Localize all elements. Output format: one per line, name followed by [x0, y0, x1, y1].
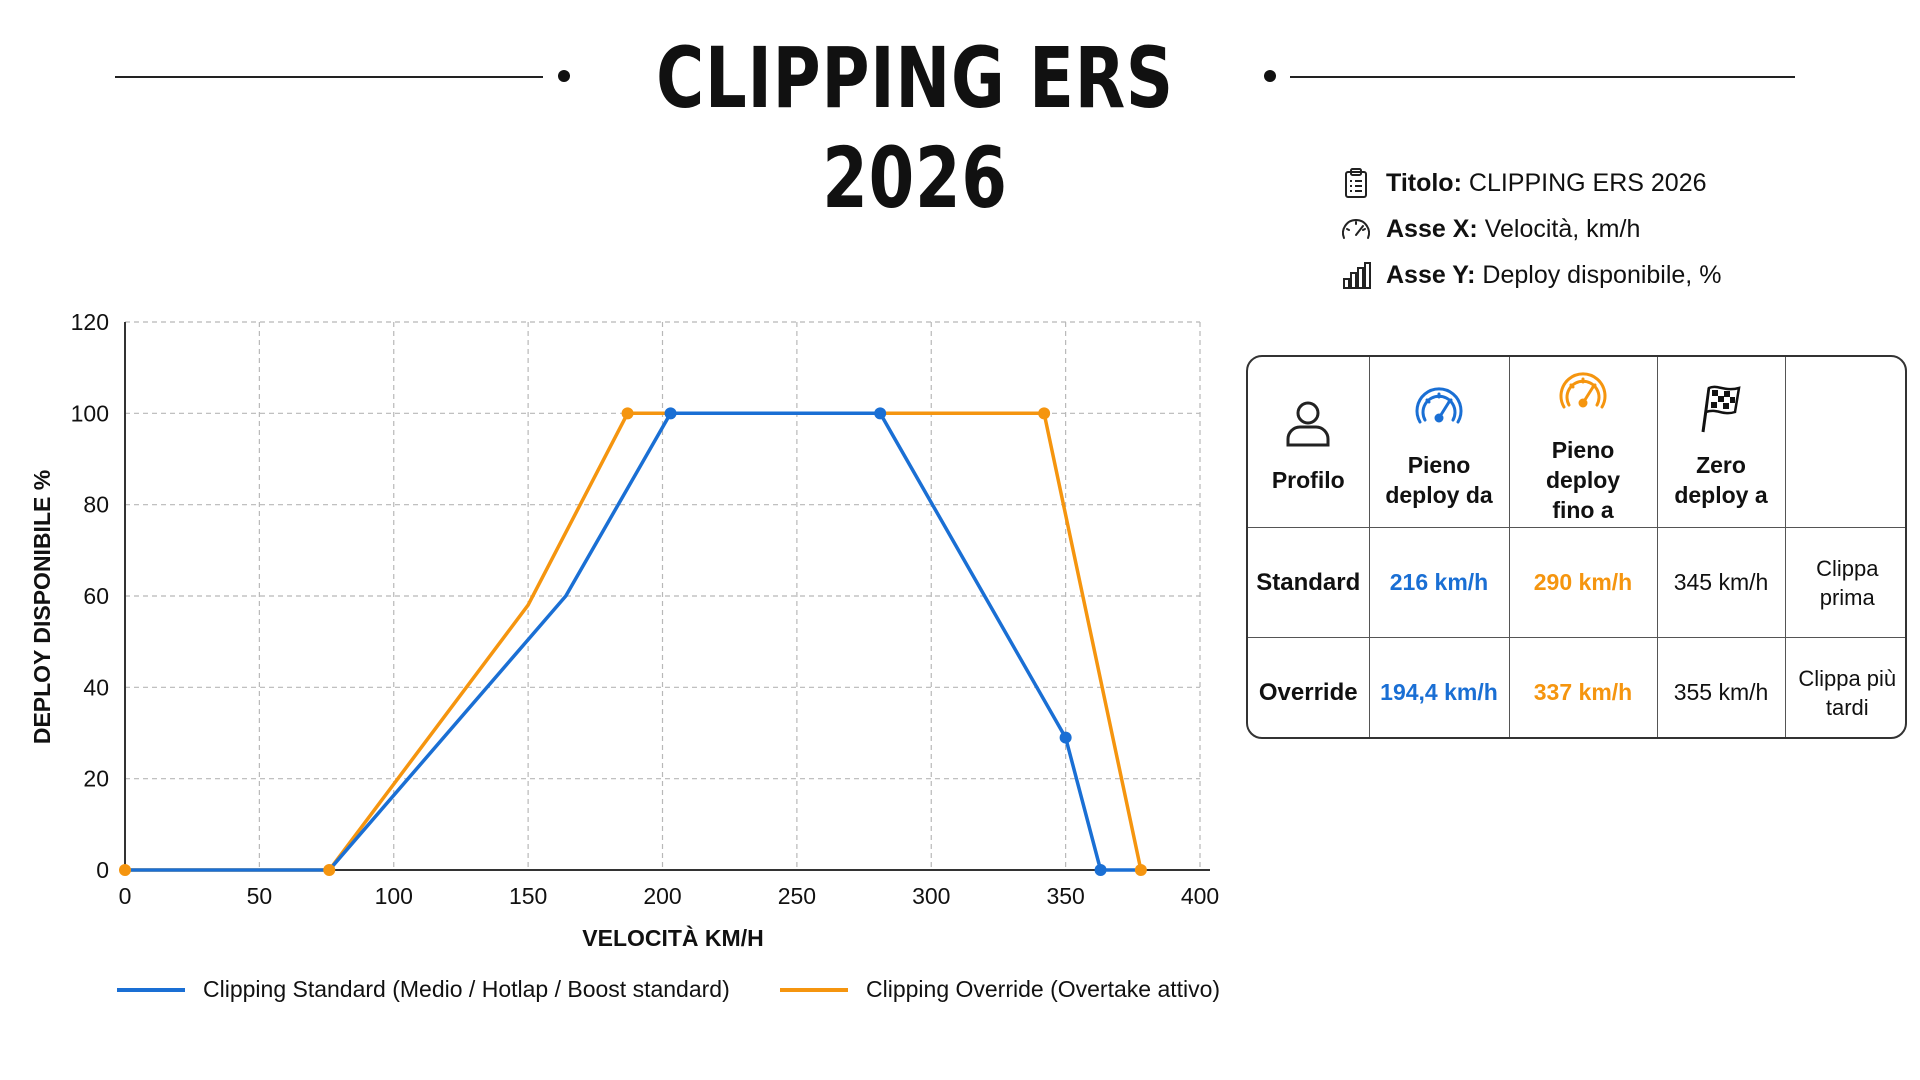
x-tick-label: 300 [912, 883, 950, 909]
meta-x-row: Asse X: Velocità, km/h [1340, 206, 1900, 252]
legend-swatch-standard [117, 987, 185, 992]
line-chart: 0 50 100 150 200 250 300 350 400020406080100120 … [29, 309, 1220, 950]
data-point-override [119, 864, 131, 876]
chart-grid [124, 321, 1201, 871]
meta-x-value: Velocità, km/h [1484, 214, 1641, 243]
y-axis-label: DEPLOY DISPONIBILE % [29, 470, 55, 744]
legend-item-standard: Clipping Standard (Medio / Hotlap / Boos… [117, 976, 730, 1003]
x-axis-label: VELOCITÀ KM/H [582, 924, 763, 950]
table-header-row: Profilo Pieno deploy da Pieno deploy f [1248, 357, 1905, 528]
title-dot-right [1264, 70, 1276, 82]
title-bar: CLIPPING ERS 2026 [0, 28, 1920, 227]
row-from-override: 194,4 km/h [1368, 637, 1510, 737]
title-rule-left [115, 76, 543, 78]
y-tick-label: 100 [71, 400, 109, 426]
y-tick-label: 40 [83, 674, 109, 700]
bar-chart-icon [1343, 262, 1371, 289]
x-tick-label: 350 [1046, 883, 1084, 909]
data-point-standard [664, 407, 677, 420]
data-point-override [1134, 864, 1147, 876]
chart-legend: Clipping Standard (Medio / Hotlap / Boos… [0, 976, 1250, 1016]
meta-x-key: Asse X: [1386, 214, 1478, 243]
data-point-standard [874, 407, 887, 420]
header-full-from: Pieno deploy da [1368, 357, 1510, 528]
series-line-standard [125, 411, 1147, 872]
legend-item-override: Clipping Override (Overtake attivo) [780, 976, 1220, 1003]
row-zero-override: 355 km/h [1656, 637, 1786, 737]
page-title: CLIPPING ERS 2026 [656, 29, 1174, 227]
gauge-icon [1342, 219, 1370, 239]
row-note-standard: Clippa prima [1784, 527, 1905, 638]
chart-axes: 0 50 100 150 200 250 300 350 400 0 20 40 60 80 100 120 [71, 309, 1220, 909]
title-dot-left [558, 70, 570, 82]
row-note-override: Clippa più tardi [1784, 637, 1905, 737]
y-tick-label: 120 [71, 309, 109, 335]
x-tick-label: 150 [509, 883, 547, 909]
legend-label-override: Clipping Override (Overtake attivo) [866, 976, 1221, 1002]
legend-swatch-override [780, 987, 848, 992]
speedometer-icon [1415, 387, 1463, 424]
row-to-standard: 290 km/h [1508, 527, 1658, 638]
meta-y-key: Asse Y: [1386, 260, 1476, 289]
data-point-override [323, 864, 336, 876]
chart-series [119, 407, 1147, 876]
profiles-table: Profilo Pieno deploy da Pieno deploy f [1246, 355, 1907, 739]
meta-title-row: Titolo: CLIPPING ERS 2026 [1340, 160, 1900, 206]
row-profile-override: Override [1248, 637, 1370, 737]
table-row: Standard 216 km/h 290 km/h 345 km/h Clip… [1248, 527, 1905, 638]
x-tick-label: 400 [1181, 883, 1219, 909]
data-point-override [621, 407, 634, 420]
y-tick-label: 80 [83, 492, 109, 518]
x-tick-label: 200 [643, 883, 681, 909]
title-rule-right [1290, 76, 1795, 78]
header-note [1784, 357, 1905, 528]
chart-meta: Titolo: CLIPPING ERS 2026 Asse X: Veloci… [1340, 160, 1900, 298]
checkered-flag-icon [1701, 385, 1741, 433]
header-zero: Zero deploy a [1656, 357, 1786, 528]
x-tick-label: 50 [247, 883, 273, 909]
user-icon [1286, 401, 1330, 447]
data-point-standard [1059, 731, 1072, 744]
clipboard-icon [1345, 168, 1367, 198]
row-zero-standard: 345 km/h [1656, 527, 1786, 638]
speedometer-icon [1559, 372, 1607, 409]
row-from-standard: 216 km/h [1368, 527, 1510, 638]
x-tick-label: 0 [119, 883, 132, 909]
table-row: Override 194,4 km/h 337 km/h 355 km/h Cl… [1248, 637, 1905, 737]
data-point-standard [1094, 864, 1107, 876]
y-tick-label: 60 [83, 583, 109, 609]
y-tick-label: 20 [83, 766, 109, 792]
row-to-override: 337 km/h [1508, 637, 1658, 737]
data-point-override [1038, 407, 1051, 420]
x-tick-label: 250 [778, 883, 816, 909]
header-profile: Profilo [1248, 357, 1370, 528]
legend-label-standard: Clipping Standard (Medio / Hotlap / Boos… [203, 976, 730, 1002]
header-full-to: Pieno deploy fino a [1508, 357, 1658, 528]
y-tick-label: 0 [96, 857, 109, 883]
meta-title-key: Titolo: [1386, 168, 1462, 197]
meta-y-row: Asse Y: Deploy disponibile, % [1340, 252, 1900, 298]
meta-y-value: Deploy disponibile, % [1482, 260, 1722, 289]
x-tick-label: 100 [375, 883, 413, 909]
row-profile-standard: Standard [1248, 527, 1370, 638]
meta-title-value: CLIPPING ERS 2026 [1468, 168, 1707, 197]
